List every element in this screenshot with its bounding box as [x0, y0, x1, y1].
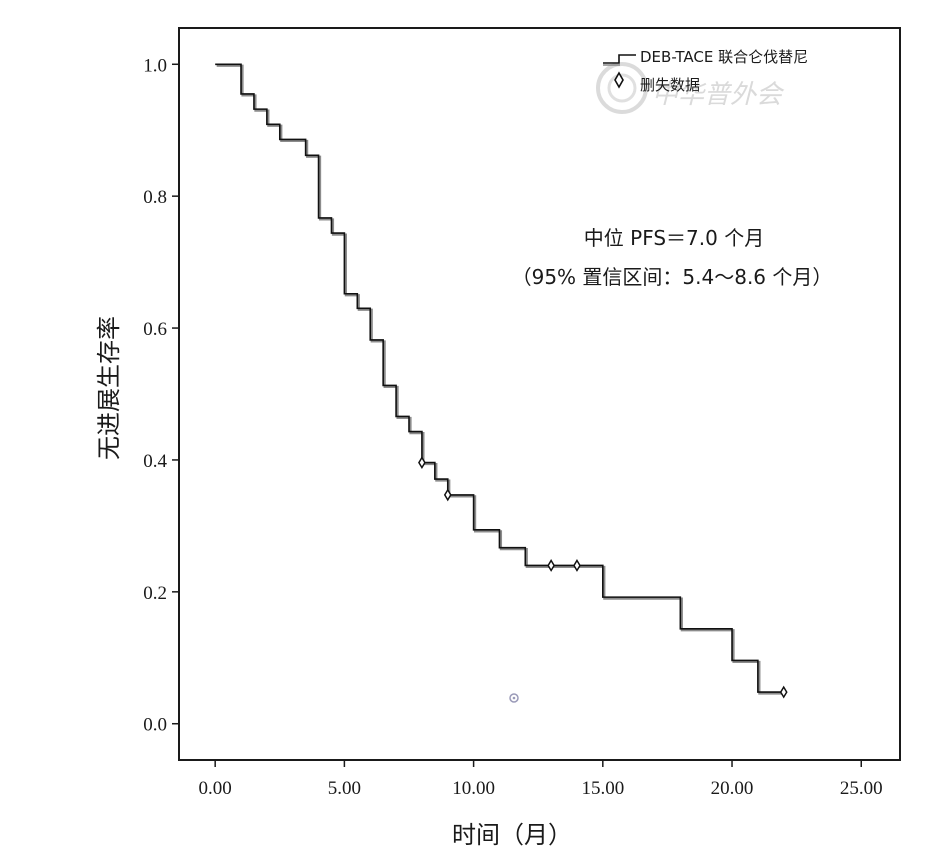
y-axis: 0.0 0.2 0.4 0.6 0.8 1.0 — [143, 55, 179, 736]
watermark-text: 中华普外会 — [652, 80, 785, 110]
censor-marker — [547, 559, 556, 572]
series-layer — [215, 63, 786, 695]
censor-layer — [418, 456, 788, 699]
x-tick-label: 15.00 — [581, 778, 624, 799]
confidence-interval-annotation: （95% 置信区间：5.4～8.6 个月） — [512, 265, 833, 289]
legend-label-censored: 删失数据 — [640, 76, 700, 94]
x-tick-label: 10.00 — [452, 778, 495, 799]
censor-marker — [779, 685, 788, 699]
legend-label-series: DEB-TACE 联合仑伐替尼 — [640, 48, 808, 66]
plot-frame — [178, 27, 901, 761]
censor-marker — [443, 488, 452, 502]
y-tick-label: 0.2 — [143, 583, 167, 604]
y-tick-label: 0.0 — [143, 715, 167, 736]
y-tick-label: 0.4 — [143, 451, 167, 472]
series-shadow-line — [216, 64, 786, 695]
median-pfs-annotation: 中位 PFS＝7.0 个月 — [584, 226, 764, 250]
watermark: 中华普外会 — [596, 62, 785, 114]
small-gear-icon — [509, 693, 519, 703]
x-tick-label: 5.00 — [328, 778, 361, 799]
series-line — [215, 63, 784, 693]
y-tick-label: 1.0 — [143, 55, 167, 76]
y-axis-title: 无进展生存率 — [95, 316, 123, 460]
censor-marker — [573, 559, 581, 572]
y-tick-label: 0.6 — [143, 319, 167, 340]
x-tick-label: 25.00 — [840, 778, 883, 799]
censor-marker — [418, 456, 426, 470]
x-axis: 0.00 5.00 10.00 15.00 20.00 25.00 — [199, 760, 883, 799]
legend-step-icon — [603, 54, 636, 64]
watermark-seal-icon — [596, 62, 648, 114]
x-axis-title: 时间（月） — [452, 821, 572, 849]
legend: DEB-TACE 联合仑伐替尼 删失数据 — [603, 48, 808, 94]
legend-censor-icon — [614, 71, 624, 89]
x-tick-label: 20.00 — [711, 778, 754, 799]
x-tick-label: 0.00 — [199, 778, 232, 799]
y-tick-label: 0.8 — [143, 187, 167, 208]
